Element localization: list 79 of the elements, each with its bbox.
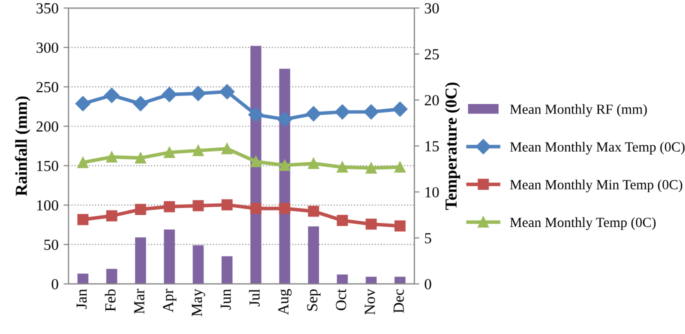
point — [279, 202, 290, 214]
point — [77, 156, 88, 168]
point — [250, 202, 262, 214]
y-tick-label: 50 — [44, 240, 58, 250]
point — [135, 152, 146, 164]
y-tick-label: 150 — [37, 160, 58, 172]
point — [308, 206, 320, 217]
y2-tick-label: 10 — [425, 187, 439, 198]
point — [75, 96, 90, 112]
x-tick-label: May — [192, 288, 206, 316]
point — [308, 158, 320, 169]
point — [133, 96, 148, 112]
point — [164, 201, 175, 212]
x-tick-label: Feb — [104, 289, 116, 312]
bar — [366, 276, 377, 284]
y2-tick-label: 20 — [424, 95, 439, 106]
point — [336, 162, 348, 173]
point — [392, 102, 408, 117]
x-tick-label: Nov — [364, 288, 376, 315]
y-tick-label: 0 — [52, 279, 58, 290]
point — [248, 107, 264, 122]
y2-tick-label: 25 — [424, 49, 439, 60]
legend-label: Mean Monthly Temp (0C) — [510, 217, 656, 230]
point — [336, 214, 348, 226]
y2-tick-label: 0 — [424, 279, 432, 290]
x-tick-label: Aug — [278, 289, 292, 315]
y-tick-label: 300 — [36, 42, 58, 53]
point — [334, 104, 350, 120]
legend-label: Mean Monthly Max Temp (0C) — [510, 142, 685, 154]
bar — [135, 237, 146, 284]
bar — [192, 245, 204, 284]
x-tick-label: Oct — [336, 288, 346, 310]
point — [394, 220, 406, 232]
x-tick-label: Jul — [248, 289, 260, 306]
x-tick-label: Jun — [220, 288, 231, 310]
point — [366, 218, 377, 230]
y2-axis-title: Temperature (0C) — [444, 82, 460, 210]
y-tick-label: 350 — [36, 3, 58, 14]
point — [366, 162, 377, 174]
point — [106, 210, 118, 222]
point — [250, 156, 262, 168]
legend-label: Mean Monthly RF (mm) — [510, 104, 647, 117]
y-tick-label: 200 — [36, 121, 58, 132]
point — [162, 86, 177, 102]
bar — [77, 274, 88, 284]
point — [192, 200, 204, 212]
point — [221, 199, 233, 210]
bar — [222, 256, 233, 284]
point — [221, 143, 233, 154]
x-tick-label: Mar — [134, 288, 144, 314]
bar — [336, 274, 348, 284]
point — [190, 86, 206, 102]
x-tick-label: Dec — [394, 289, 404, 313]
x-tick-label: Apr — [162, 288, 176, 312]
point — [104, 88, 120, 103]
point — [135, 204, 146, 215]
bar — [106, 268, 118, 284]
bar — [164, 230, 175, 284]
x-tick-label: Sep — [307, 289, 320, 311]
point — [106, 151, 118, 163]
point — [394, 162, 406, 173]
point — [277, 112, 292, 127]
point — [306, 106, 322, 122]
x-tick-label: Jan — [76, 288, 87, 309]
y2-tick-label: 30 — [424, 3, 439, 14]
point — [164, 146, 175, 158]
point — [219, 84, 235, 100]
point — [192, 145, 204, 156]
y-tick-label: 100 — [37, 200, 58, 211]
bar — [308, 226, 320, 284]
y-axis-title: Rainfall (mm) — [15, 96, 30, 196]
point — [77, 214, 88, 226]
legend-label: Mean Monthly Min Temp (0C) — [510, 180, 682, 192]
y2-tick-label: 15 — [425, 141, 439, 152]
point — [364, 104, 379, 120]
y2-tick-label: 5 — [425, 233, 432, 244]
y-tick-label: 250 — [36, 82, 58, 92]
point — [279, 160, 290, 171]
bar — [394, 276, 406, 284]
